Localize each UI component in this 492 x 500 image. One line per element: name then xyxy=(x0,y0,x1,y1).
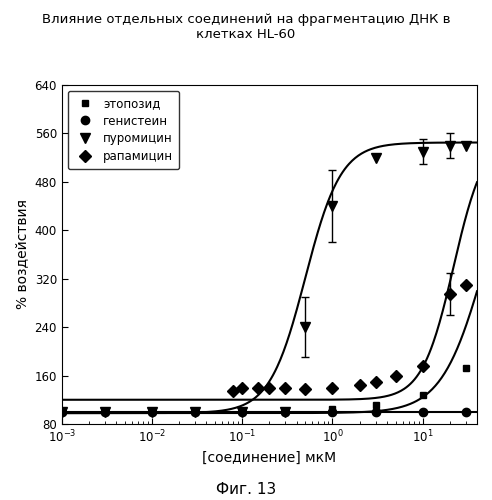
пуромицин xyxy=(463,142,469,148)
Line: рапамицин: рапамицин xyxy=(229,280,470,395)
Y-axis label: % воздействия: % воздействия xyxy=(15,200,29,310)
X-axis label: [соединение] мкМ: [соединение] мкМ xyxy=(202,451,337,465)
пуромицин xyxy=(330,203,336,209)
генистеин xyxy=(102,409,108,415)
генистеин xyxy=(149,409,155,415)
рапамицин xyxy=(282,384,288,390)
рапамицин xyxy=(239,384,245,390)
Text: Влияние отдельных соединений на фрагментацию ДНК в
клетках HL-60: Влияние отдельных соединений на фрагмент… xyxy=(42,12,450,40)
рапамицин xyxy=(231,388,237,394)
этопозид xyxy=(149,409,155,415)
этопозид xyxy=(372,402,378,407)
пуромицин xyxy=(192,409,198,415)
пуромицин xyxy=(59,409,65,415)
пуромицин xyxy=(420,148,426,154)
пуромицин xyxy=(282,409,288,415)
генистеин xyxy=(330,409,336,415)
генистеин xyxy=(282,409,288,415)
пуромицин xyxy=(447,142,453,148)
пуромицин xyxy=(239,409,245,415)
Line: этопозид: этопозид xyxy=(59,365,469,416)
Line: генистеин: генистеин xyxy=(58,408,470,416)
этопозид xyxy=(330,406,336,412)
рапамицин xyxy=(267,384,273,390)
Legend: этопозид, генистеин, пуромицин, рапамицин: этопозид, генистеин, пуромицин, рапамици… xyxy=(68,91,179,169)
пуромицин xyxy=(102,409,108,415)
генистеин xyxy=(59,409,65,415)
этопозид xyxy=(192,409,198,415)
рапамицин xyxy=(420,364,426,370)
рапамицин xyxy=(463,282,469,288)
рапамицин xyxy=(447,291,453,297)
Text: Фиг. 13: Фиг. 13 xyxy=(216,482,276,498)
генистеин xyxy=(192,409,198,415)
этопозид xyxy=(282,409,288,415)
этопозид xyxy=(59,409,65,415)
генистеин xyxy=(372,409,378,415)
этопозид xyxy=(102,409,108,415)
генистеин xyxy=(463,409,469,415)
этопозид xyxy=(463,366,469,372)
этопозид xyxy=(420,392,426,398)
рапамицин xyxy=(255,384,261,390)
рапамицин xyxy=(303,386,308,392)
генистеин xyxy=(420,409,426,415)
рапамицин xyxy=(393,372,399,378)
Line: пуромицин: пуромицин xyxy=(57,140,470,416)
этопозид xyxy=(239,409,245,415)
рапамицин xyxy=(372,378,378,384)
генистеин xyxy=(239,409,245,415)
пуромицин xyxy=(303,324,308,330)
рапамицин xyxy=(357,382,363,388)
пуромицин xyxy=(372,154,378,160)
рапамицин xyxy=(330,384,336,390)
пуромицин xyxy=(149,409,155,415)
